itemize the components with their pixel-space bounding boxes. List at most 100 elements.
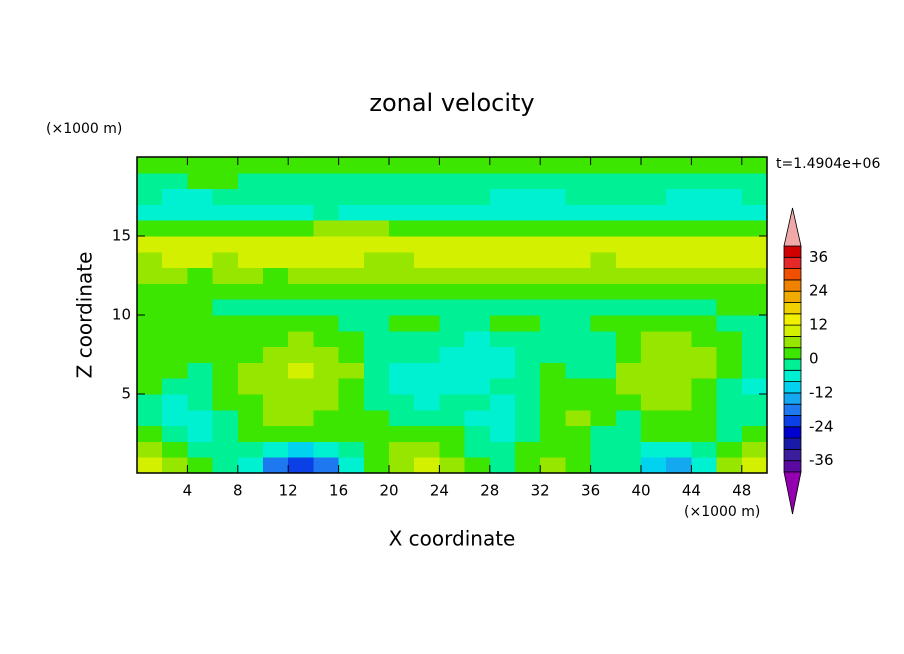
contour-cell: [691, 204, 718, 221]
contour-cell: [464, 299, 491, 316]
contour-cell: [464, 315, 491, 332]
contour-cell: [389, 204, 415, 221]
contour-cell: [263, 346, 289, 363]
contour-cell: [137, 378, 163, 395]
contour-cell: [641, 299, 667, 316]
contour-cell: [187, 409, 214, 427]
contour-cell: [162, 172, 188, 190]
contour-cell: [263, 441, 289, 458]
contour-cell: [741, 425, 768, 442]
colorbar-tick-label: 24: [809, 282, 828, 300]
contour-cell: [212, 409, 239, 427]
contour-cell: [464, 362, 491, 379]
contour-cell: [237, 188, 264, 205]
x-tick-label: 8: [233, 482, 243, 500]
contour-cell: [162, 204, 188, 221]
contour-cell: [641, 220, 667, 237]
x-tick-label: 4: [183, 482, 193, 500]
colorbar-box: [783, 335, 802, 349]
contour-cell: [716, 346, 743, 363]
contour-cell: [464, 236, 491, 253]
contour-cell: [515, 425, 541, 442]
x-tick-label: 28: [480, 482, 499, 500]
contour-cell: [641, 378, 667, 395]
contour-cell: [590, 409, 617, 427]
x-tick-label: 16: [329, 482, 348, 500]
contour-cell: [666, 157, 692, 174]
contour-cell: [288, 251, 314, 269]
contour-cell: [162, 425, 188, 442]
contour-cell: [489, 236, 516, 253]
contour-cell: [338, 220, 365, 237]
contour-cell: [641, 362, 667, 379]
contour-cell: [338, 330, 365, 348]
colorbar-tick-label: 36: [809, 248, 828, 266]
contour-cell: [363, 220, 390, 237]
contour-cell: [263, 172, 289, 190]
contour-cell: [691, 251, 718, 269]
colorbar-box: [783, 369, 802, 382]
contour-cell: [313, 330, 340, 348]
contour-cell: [464, 220, 491, 237]
contour-cell: [716, 204, 743, 221]
contour-cell: [540, 457, 566, 474]
contour-cell: [716, 251, 743, 269]
contour-cell: [414, 409, 440, 427]
contour-cell: [212, 346, 239, 363]
contour-cell: [716, 236, 743, 253]
contour-cell: [615, 409, 642, 427]
contour-cell: [237, 330, 264, 348]
contour-cell: [212, 330, 239, 348]
contour-cell: [590, 457, 617, 474]
contour-cell: [338, 346, 365, 363]
contour-cell: [615, 157, 642, 174]
contour-cell: [515, 362, 541, 379]
contour-cell: [263, 394, 289, 411]
contour-cell: [187, 346, 214, 363]
contour-cell: [313, 236, 340, 253]
contour-cell: [489, 267, 516, 284]
contour-cell: [389, 330, 415, 348]
contour-cell: [741, 299, 768, 316]
contour-cell: [212, 299, 239, 316]
contour-cell: [590, 172, 617, 190]
contour-cell: [565, 409, 592, 427]
contour-cell: [515, 330, 541, 348]
contour-cell: [288, 315, 314, 332]
contour-cell: [288, 441, 314, 458]
contour-cell: [338, 378, 365, 395]
contour-cell: [515, 394, 541, 411]
contour-cell: [212, 157, 239, 174]
contour-cell: [540, 378, 566, 395]
contour-cell: [288, 172, 314, 190]
contour-cell: [691, 220, 718, 237]
x-tick-label: 36: [581, 482, 600, 500]
contour-cell: [515, 283, 541, 300]
contour-cell: [565, 220, 592, 237]
contour-cell: [162, 251, 188, 269]
contour-cell: [338, 441, 365, 458]
contour-cell: [162, 299, 188, 316]
contour-cell: [363, 346, 390, 363]
contour-cell: [691, 315, 718, 332]
contour-cell: [187, 220, 214, 237]
contour-cell: [263, 378, 289, 395]
contour-cell: [137, 346, 163, 363]
contour-cell: [237, 315, 264, 332]
contour-cell: [212, 236, 239, 253]
contour-cell: [162, 457, 188, 474]
contour-cell: [489, 346, 516, 363]
contour-cell: [237, 157, 264, 174]
contour-cell: [363, 315, 390, 332]
contour-cell: [363, 267, 390, 284]
contour-cell: [464, 251, 491, 269]
contour-cell: [263, 409, 289, 427]
contour-cell: [263, 267, 289, 284]
contour-cell: [439, 204, 466, 221]
contour-cell: [263, 315, 289, 332]
contour-cell: [590, 378, 617, 395]
contour-cell: [565, 425, 592, 442]
contour-cell: [615, 204, 642, 221]
contour-cell: [741, 157, 768, 174]
